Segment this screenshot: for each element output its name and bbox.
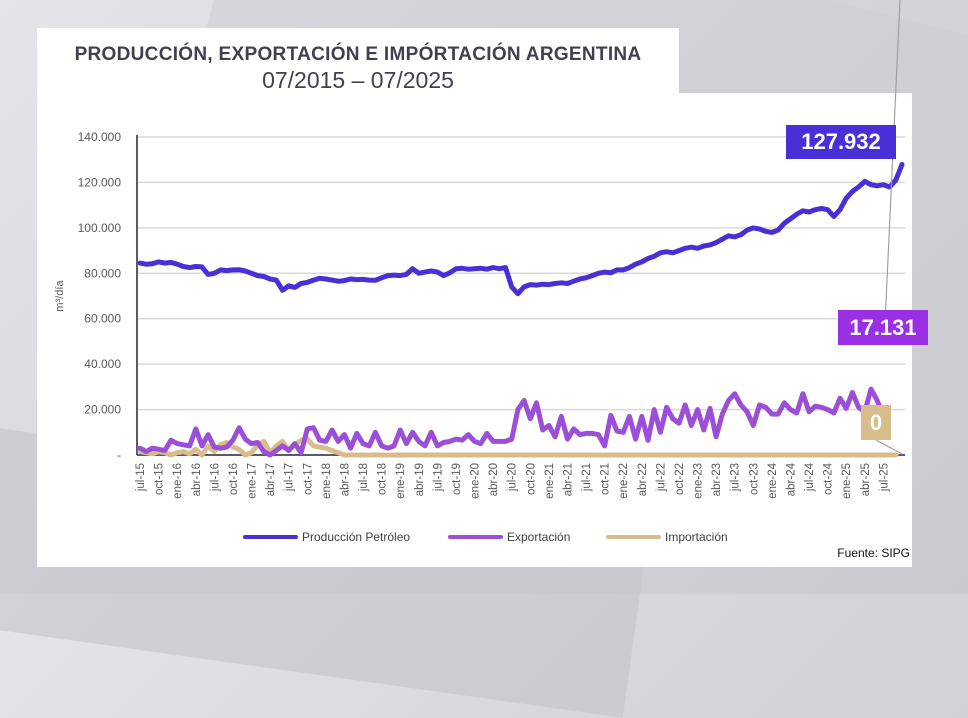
- legend-swatch-importacion: [606, 535, 661, 539]
- x-tick-label: abr-25: [860, 463, 872, 496]
- importacion-value-label: 0: [861, 405, 891, 440]
- x-tick-label: jul-22: [655, 463, 667, 492]
- produccion-value-label: 127.932: [786, 125, 896, 159]
- y-tick-label: 100.000: [78, 221, 122, 235]
- x-tick-label: jul-21: [581, 463, 593, 492]
- x-tick-label: oct-17: [302, 463, 314, 495]
- x-tick-label: ene-16: [172, 463, 184, 499]
- y-tick-label: 120.000: [78, 175, 122, 189]
- x-tick-label: ene-21: [544, 463, 556, 499]
- x-tick-label: jul-20: [507, 463, 519, 492]
- exportacion-value-label: 17.131: [838, 310, 928, 345]
- x-tick-label: ene-20: [470, 463, 482, 499]
- x-tick-label: oct-16: [228, 463, 240, 495]
- legend-swatch-exportacion: [448, 535, 503, 539]
- x-tick-label: abr-21: [562, 463, 574, 496]
- x-tick-label: oct-21: [600, 463, 612, 495]
- y-tick-label: 40.000: [84, 357, 121, 371]
- x-tick-label: jul-25: [878, 463, 890, 492]
- x-tick-label: ene-18: [321, 463, 333, 499]
- exportacion-leader-line: [883, 0, 901, 346]
- x-tick-label: abr-16: [191, 463, 203, 496]
- x-tick-label: oct-19: [451, 463, 463, 495]
- x-tick-label: abr-20: [488, 463, 500, 496]
- y-axis-label: m³/día: [54, 280, 66, 312]
- x-tick-label: abr-23: [711, 463, 723, 496]
- chart-subtitle: 07/2015 – 07/2025: [262, 67, 454, 93]
- x-tick-label: oct-22: [674, 463, 686, 495]
- legend-item-produccion: Producción Petróleo: [243, 530, 410, 544]
- legend-label: Exportación: [507, 530, 571, 544]
- x-tick-label: ene-23: [693, 463, 705, 499]
- x-tick-label: jul-15: [135, 463, 147, 492]
- x-tick-label: ene-25: [841, 463, 853, 499]
- y-tick-label: 140.000: [78, 130, 122, 144]
- chart-title: PRODUCCIÓN, EXPORTACIÓN E IMPÓRTACIÓN AR…: [74, 44, 642, 65]
- x-tick-label: abr-24: [785, 462, 797, 496]
- leader-lines: [875, 0, 903, 455]
- legend-label: Producción Petróleo: [302, 530, 411, 544]
- x-tick-label: jul-23: [730, 463, 742, 492]
- x-tick-label: ene-22: [618, 463, 630, 499]
- exportacion-line: [137, 386, 886, 458]
- y-axis-ticks: - 20.000 40.000 60.000 80.000 100.000 120.000 1…: [78, 130, 122, 462]
- x-tick-label: ene-19: [395, 463, 407, 499]
- x-tick-label: jul-24: [804, 462, 816, 492]
- x-tick-label: oct-24: [823, 462, 835, 495]
- y-tick-label: 20.000: [84, 403, 121, 417]
- x-tick-label: jul-18: [358, 463, 370, 492]
- legend-item-importacion: Importación: [606, 530, 728, 544]
- y-tick-label: 60.000: [84, 312, 121, 326]
- x-tick-label: abr-19: [414, 463, 426, 496]
- x-tick-label: oct-18: [377, 463, 389, 495]
- importacion-leader-line: [875, 439, 903, 455]
- y-tick-label: -: [117, 448, 121, 462]
- x-tick-label: jul-19: [432, 463, 444, 492]
- x-tick-label: ene-17: [247, 463, 259, 499]
- x-tick-label: ene-24: [767, 462, 779, 498]
- x-tick-label: abr-17: [265, 463, 277, 496]
- importacion-line: [137, 436, 899, 458]
- x-tick-label: jul-17: [284, 463, 296, 492]
- x-tick-label: abr-18: [339, 463, 351, 496]
- x-tick-label: abr-22: [637, 463, 649, 496]
- x-axis-ticks: jul-15 oct-15 ene-16 abr-16 jul-16 oct-16 ene-…: [135, 462, 890, 498]
- legend-label: Importación: [665, 530, 728, 544]
- x-tick-label: oct-23: [748, 463, 760, 495]
- line-chart: - 20.000 40.000 60.000 80.000 100.000 120.000 1…: [54, 0, 905, 499]
- x-tick-label: oct-20: [525, 463, 537, 495]
- legend-swatch-produccion: [243, 535, 298, 539]
- chart-panel: [37, 93, 912, 567]
- x-tick-label: oct-15: [154, 463, 166, 495]
- gridlines: [136, 135, 905, 456]
- produccion-line: [137, 161, 905, 297]
- series-lines: [137, 161, 905, 458]
- legend-item-exportacion: Exportación: [448, 530, 570, 544]
- y-tick-label: 80.000: [84, 266, 121, 280]
- x-tick-label: jul-16: [209, 463, 221, 492]
- source-note: Fuente: SIPG: [837, 546, 910, 560]
